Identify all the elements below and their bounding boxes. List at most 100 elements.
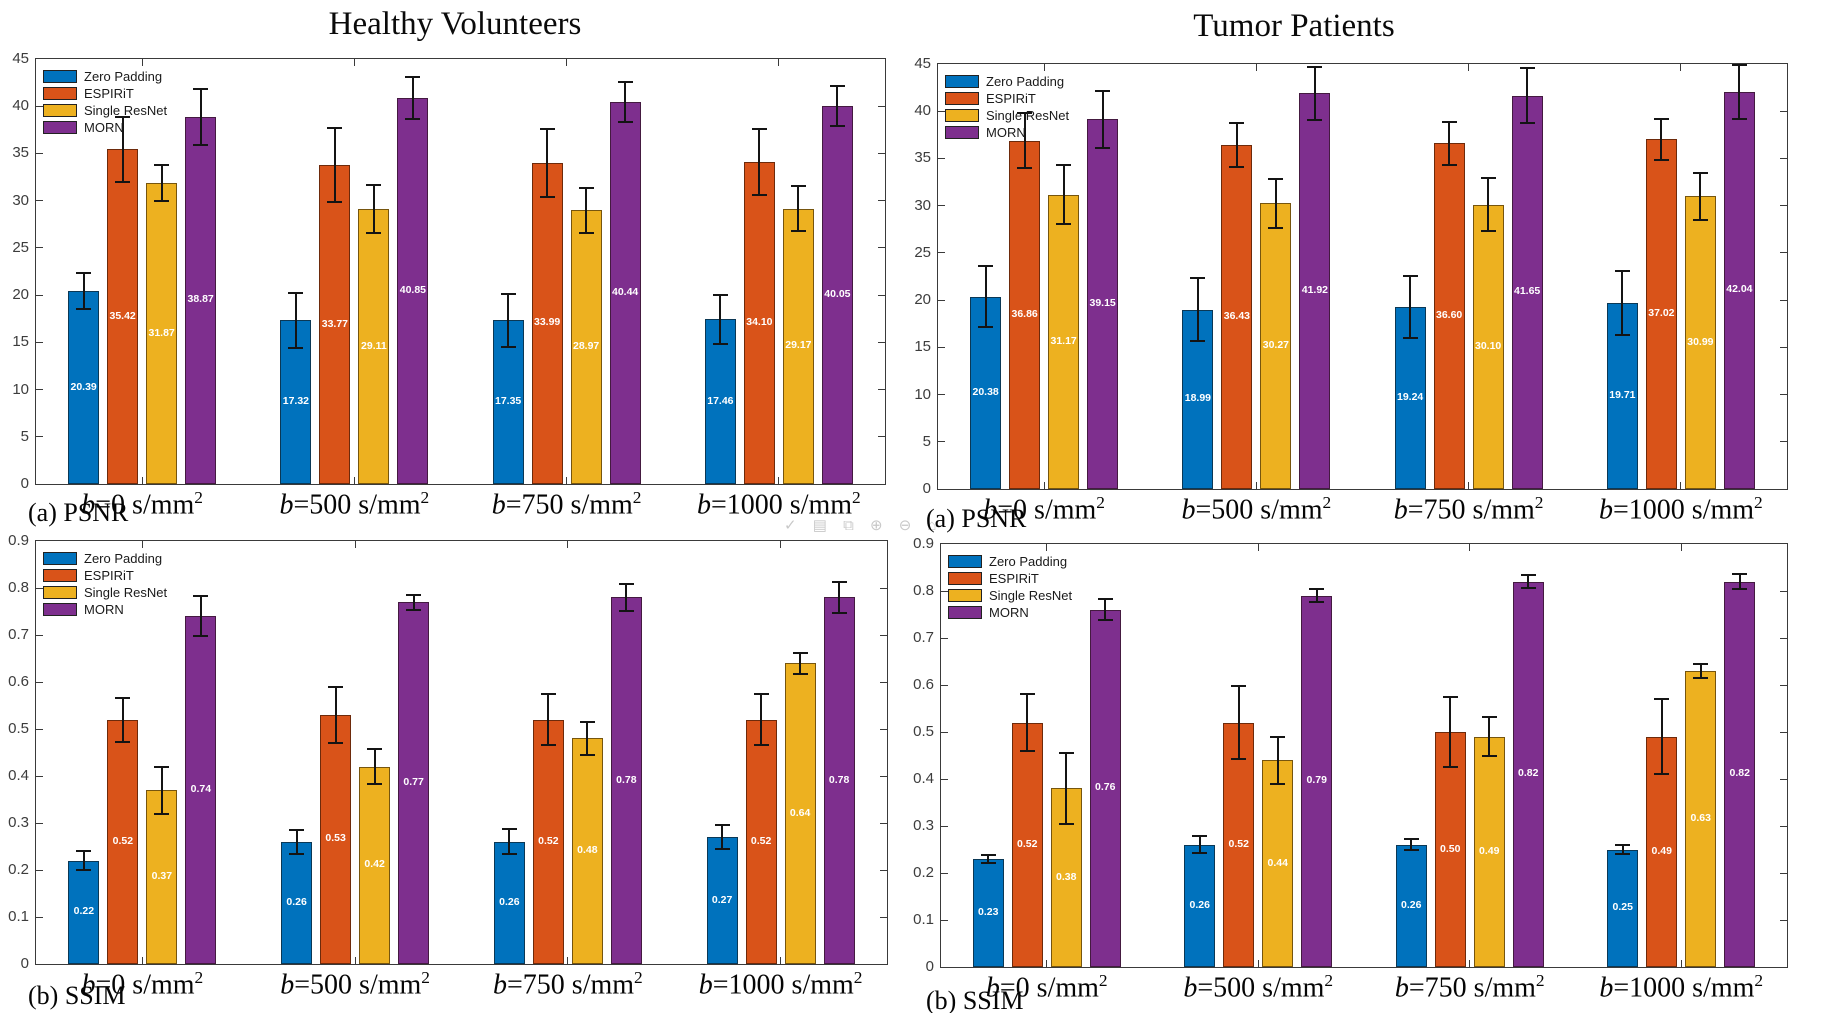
error-bar-cap-bottom [980, 861, 996, 864]
error-bar [1276, 736, 1279, 784]
y-tick-left [938, 205, 945, 207]
y-tick-label: 0.9 [8, 532, 29, 549]
error-bar-cap-top [1481, 715, 1497, 718]
y-tick-right [1780, 441, 1787, 443]
error-bar-cap-top [1693, 662, 1709, 665]
error-bar [721, 825, 724, 849]
bar-value-label: 17.32 [282, 395, 310, 408]
legend-swatch-espirit [948, 572, 982, 585]
bar-espirit [1011, 722, 1043, 967]
error-bar-cap-bottom [1614, 333, 1630, 336]
bar-value-label: 0.26 [1189, 898, 1210, 911]
x-category-label: b=750 s/mm2 [491, 488, 642, 521]
y-tick-right [880, 775, 887, 777]
y-tick-left [36, 728, 43, 730]
error-bar [1527, 575, 1530, 589]
column-title-healthy-volunteers: Healthy Volunteers [328, 6, 582, 42]
error-bar-cap-top [714, 824, 730, 827]
legend-label: Zero Padding [84, 551, 163, 566]
y-tick-label: 0.3 [913, 817, 934, 834]
error-bar [372, 185, 375, 233]
y-tick-right [880, 869, 887, 871]
y-tick-right [880, 822, 887, 824]
x-tick-top [1680, 544, 1682, 551]
plot-area-ssim-healthy: 0.22 0.26 0.26 0.27 0.52 0.53 0.52 0.52 0.37 0.42… [35, 540, 888, 965]
error-bar [333, 128, 336, 202]
error-bar [373, 748, 376, 785]
legend-row: Single ResNet [43, 102, 167, 119]
y-tick-right [880, 587, 887, 589]
error-bar-cap-top [978, 265, 994, 268]
y-tick-left [938, 110, 945, 112]
bar-value-label: 34.10 [746, 315, 773, 328]
y-tick-left [938, 252, 945, 254]
bar-value-label: 0.64 [789, 806, 811, 819]
x-category-label: b=0 s/mm2 [81, 488, 203, 521]
bar-value-label: 30.10 [1474, 339, 1502, 352]
error-bar-cap-bottom [1615, 853, 1631, 856]
bar-morn [1511, 95, 1543, 489]
y-tick-label: 0 [922, 480, 931, 497]
error-bar-cap-bottom [578, 232, 594, 235]
y-tick-left [36, 775, 43, 777]
bar-value-label: 0.82 [1729, 767, 1750, 780]
y-tick-left [36, 105, 43, 107]
error-bar-cap-top [76, 850, 92, 853]
x-tick-top [1469, 544, 1471, 551]
y-tick-left [941, 872, 948, 874]
y-tick-label: 15 [914, 338, 931, 356]
y-tick-right [878, 152, 885, 154]
error-bar [160, 165, 163, 201]
bar-value-label: 30.99 [1687, 335, 1714, 348]
error-bar [546, 128, 549, 197]
y-tick-right [878, 294, 885, 296]
panel-caption-ssim-tumor: (b) SSIM [926, 986, 1024, 1013]
x-tick-top [1255, 64, 1257, 71]
error-bar-cap-top [1231, 684, 1247, 687]
legend-label: MORN [84, 602, 124, 617]
x-category-label: b=500 s/mm2 [280, 968, 430, 1001]
x-tick-bottom [1046, 960, 1048, 967]
legend-swatch-morn [948, 606, 982, 619]
error-bar-cap-bottom [751, 194, 767, 196]
error-bar-cap-bottom [790, 230, 806, 233]
error-bar-cap-top [1654, 698, 1670, 701]
x-category-label: b=0 s/mm2 [985, 971, 1108, 1004]
error-bar-cap-top [501, 828, 517, 831]
error-bar-cap-bottom [500, 345, 516, 348]
x-tick-bottom [1255, 482, 1257, 489]
bar-zero-padding [1607, 849, 1639, 967]
error-bar-cap-bottom [1097, 619, 1113, 622]
x-tick-top [354, 541, 356, 548]
y-tick-right [878, 247, 885, 249]
x-category-label: b=500 s/mm2 [279, 488, 430, 521]
bar-single-resnet [784, 663, 816, 964]
x-category-label: b=1000 s/mm2 [1599, 493, 1763, 526]
error-bar [1449, 696, 1452, 768]
bar-value-label: 0.52 [112, 834, 134, 847]
error-bar [121, 117, 124, 182]
bar-single-resnet [1685, 670, 1717, 967]
y-tick-label: 40 [914, 102, 931, 120]
legend-row: MORN [43, 601, 167, 618]
y-tick-right [1780, 919, 1787, 921]
error-bar-cap-top [76, 272, 92, 275]
bar-espirit [531, 162, 563, 484]
legend-label: ESPIRiT [989, 571, 1039, 586]
legend-swatch-zero-padding [43, 552, 77, 565]
bar-espirit [1009, 140, 1041, 489]
legend-label: Zero Padding [986, 74, 1065, 89]
error-bar [411, 77, 414, 119]
error-bar [508, 829, 511, 855]
error-bar-cap-bottom [539, 195, 555, 198]
y-tick-label: 20 [12, 286, 29, 304]
y-tick-label: 35 [914, 149, 931, 167]
legend-swatch-single-resnet [43, 104, 77, 117]
error-bar-cap-top [1229, 122, 1245, 125]
y-tick-label: 0.2 [8, 861, 29, 878]
error-bar-cap-top [1519, 67, 1535, 70]
y-tick-left [36, 200, 43, 202]
bar-single-resnet [1472, 204, 1504, 489]
error-bar-cap-bottom [1307, 118, 1323, 121]
bar-value-label: 0.26 [286, 895, 307, 908]
